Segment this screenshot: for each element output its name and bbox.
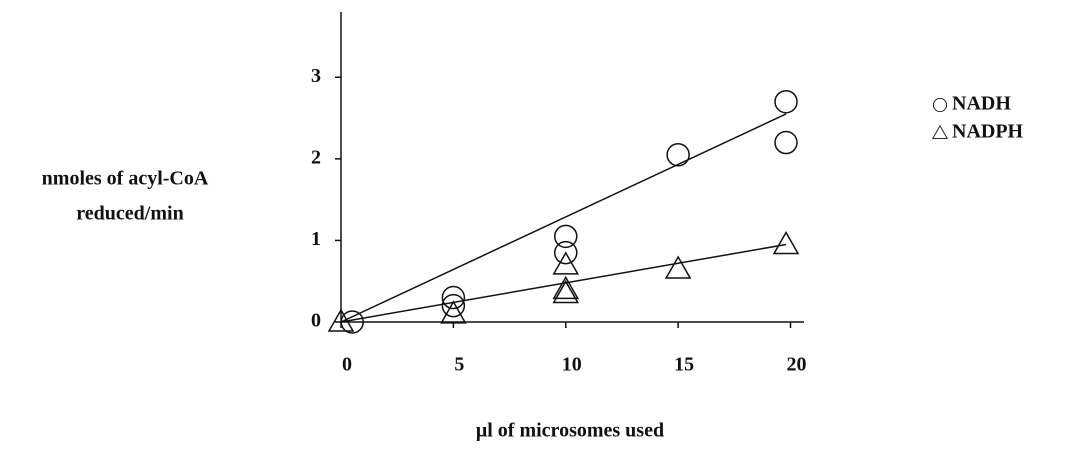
legend-marker: [932, 124, 948, 139]
point: [666, 143, 690, 167]
y-axis-label: nmoles of acyl-CoA: [42, 168, 209, 190]
y-axis-label: reduced/min: [76, 203, 183, 225]
point: [774, 130, 798, 155]
fit-line: [340, 113, 787, 323]
point: [441, 293, 466, 318]
point: [552, 275, 580, 300]
y-tick-label: 1: [311, 228, 321, 250]
point: [552, 279, 580, 304]
x-tick-label: 20: [787, 354, 807, 376]
point: [440, 300, 467, 324]
point: [327, 308, 355, 332]
y-tick-label: 2: [311, 146, 321, 168]
x-tick-label: 5: [454, 354, 464, 376]
point: [774, 89, 798, 114]
x-axis-label: μl of microsomes used: [476, 420, 664, 442]
x-tick-label: 10: [562, 354, 582, 376]
fit-line: [340, 243, 787, 323]
point: [772, 230, 800, 255]
legend-label: NADH: [952, 93, 1011, 115]
point: [664, 255, 692, 279]
point: [552, 251, 580, 275]
legend-label: NADPH: [952, 121, 1024, 143]
x-tick-label: 15: [674, 354, 694, 376]
point: [554, 240, 578, 265]
point: [554, 224, 578, 249]
legend-marker: [932, 97, 948, 113]
y-tick-label: 3: [311, 65, 321, 87]
y-tick-label: 0: [311, 310, 321, 332]
point: [441, 285, 466, 310]
x-tick-label: 0: [342, 354, 352, 376]
